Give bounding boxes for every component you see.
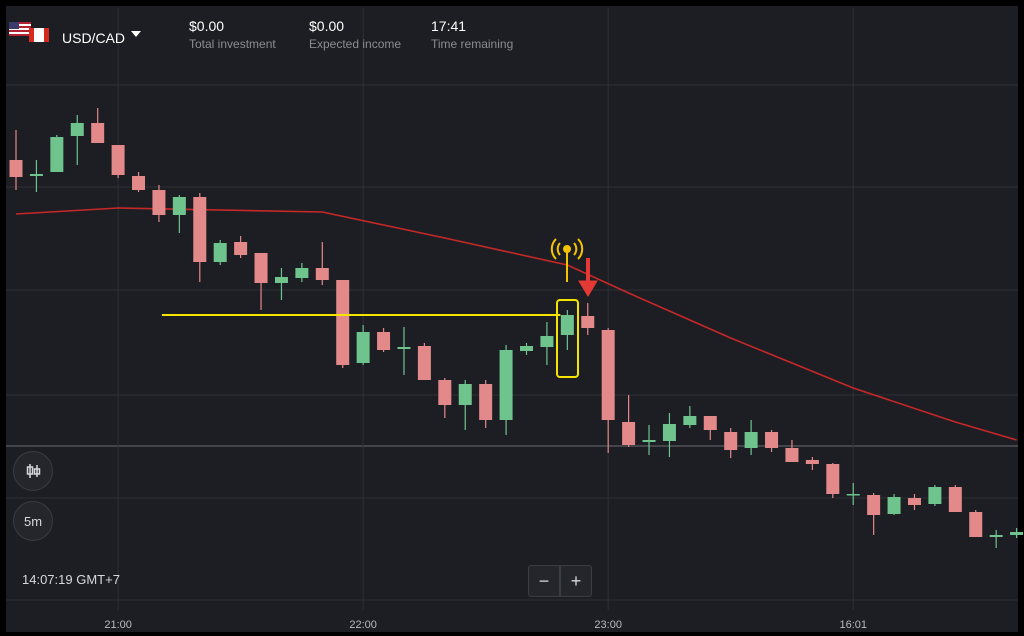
candle-body	[703, 416, 717, 430]
candle-body	[111, 145, 125, 175]
candle-body	[1010, 532, 1024, 535]
stat-value: $0.00	[309, 18, 345, 34]
candle-body	[846, 494, 860, 496]
chart-type-button[interactable]	[13, 451, 53, 491]
clock: 14:07:19 GMT+7	[22, 572, 120, 587]
candle-body	[744, 432, 758, 448]
candle-body	[70, 123, 84, 136]
candle-body	[969, 512, 983, 537]
candle-body	[928, 487, 942, 504]
grid	[6, 84, 1018, 601]
candle-body	[213, 243, 227, 262]
x-tick-label: 21:00	[104, 619, 132, 631]
candle-body	[560, 315, 574, 335]
candle-body	[458, 384, 472, 405]
plot: 21:00 22:00 23:00 16:01	[9, 8, 1024, 631]
interval-button[interactable]: 5m	[13, 501, 53, 541]
dropdown-caret[interactable]	[131, 31, 141, 37]
candle-body	[765, 432, 779, 448]
candle-body	[907, 498, 921, 505]
frame	[6, 6, 1018, 632]
stat-value: 17:41	[431, 18, 467, 34]
stat-label: Time remaining	[431, 37, 514, 51]
candle-body	[152, 190, 166, 215]
candle-body	[785, 448, 799, 462]
candle-body	[29, 174, 43, 176]
candle-body	[601, 330, 615, 420]
flag-us	[9, 22, 31, 36]
candle-body	[499, 350, 513, 420]
x-tick-label: 23:00	[594, 619, 622, 631]
asset-pair[interactable]: USD/CAD	[62, 30, 126, 46]
candle-body	[172, 197, 186, 215]
candle-body	[948, 487, 962, 512]
candle-icon	[26, 464, 41, 478]
stat-value: $0.00	[189, 18, 225, 34]
candle-body	[805, 460, 819, 464]
highlight-box	[556, 299, 579, 378]
moving-average	[15, 207, 1017, 441]
zoom-in-button[interactable]: +	[560, 565, 592, 597]
candle-body	[356, 332, 370, 363]
candle-body	[417, 346, 431, 380]
candle-body	[91, 123, 105, 143]
down-arrow	[578, 258, 598, 297]
candle-body	[336, 280, 350, 365]
x-tick-label: 22:00	[349, 619, 377, 631]
flag-ca	[29, 28, 49, 42]
candle-body	[581, 316, 595, 328]
candle-body	[397, 347, 411, 349]
candle-body	[234, 242, 248, 255]
candle-body	[662, 424, 676, 441]
candle-body	[438, 380, 452, 405]
candle-body	[520, 346, 533, 351]
candle-body	[724, 432, 738, 450]
candle-body	[132, 176, 146, 190]
zoom-out-button[interactable]: −	[528, 565, 560, 597]
candle-body	[479, 384, 493, 420]
candle-body	[642, 440, 656, 442]
candle-body	[887, 497, 901, 514]
candle-body	[377, 332, 391, 350]
stat-label: Expected income	[309, 37, 402, 51]
candle-body	[540, 336, 554, 347]
signal-icon	[550, 238, 584, 282]
candle-body	[193, 197, 207, 262]
candle-body	[9, 160, 23, 177]
candle-body	[622, 422, 636, 445]
x-tick-label: 16:01	[839, 619, 867, 631]
candle-body	[274, 277, 288, 283]
candle-body	[315, 268, 329, 280]
candle-body	[254, 253, 268, 283]
candle-body	[867, 495, 881, 515]
candle-body	[826, 464, 840, 494]
candle-body	[50, 137, 64, 172]
candle-body	[295, 268, 309, 278]
stat-label: Total investment	[189, 37, 276, 51]
candle-body	[683, 416, 697, 425]
candle-body	[989, 535, 1003, 537]
